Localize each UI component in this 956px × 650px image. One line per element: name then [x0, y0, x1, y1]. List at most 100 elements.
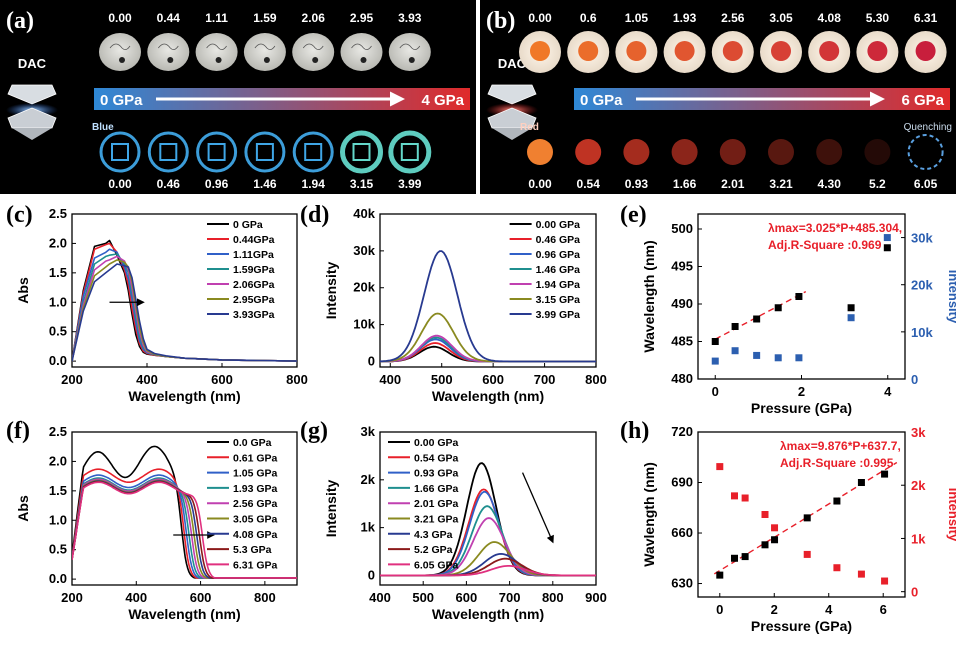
bottom-pressure-value: 5.2 [869, 177, 886, 191]
intensity-point [712, 358, 719, 365]
legend-label: 0.54 GPa [414, 452, 459, 464]
plot-area [712, 234, 891, 365]
intensity-point [833, 564, 840, 571]
wavelength-point [732, 323, 739, 330]
x-tick-label: 0 [712, 384, 719, 399]
series-line [380, 492, 596, 576]
sample-disk [808, 31, 850, 73]
x-axis-label: Wavelength (nm) [128, 388, 240, 404]
emission-glow [816, 139, 842, 165]
plot-area [72, 446, 297, 578]
arrow-start-label: 0 GPa [100, 92, 143, 109]
top-pressure-value: 1.59 [253, 11, 277, 25]
y2-tick-label: 30k [911, 231, 933, 246]
x-tick-label: 2 [771, 602, 778, 617]
top-pressure-value: 1.93 [673, 11, 697, 25]
intensity-point [732, 347, 739, 354]
series-line [380, 554, 596, 576]
sample-particle [409, 57, 415, 63]
chart-1: (d)400 500 600 700 800010k20k30k40kWavelengt… [300, 202, 607, 404]
y2-tick-label: 1k [911, 531, 926, 546]
emission-glow [575, 139, 601, 165]
photo-panel-1: (b) DAC 0.00 0.6 1.05 1.93 2.56 3.05 4.08 5.30 6.3… [480, 0, 956, 194]
sample-disk [712, 31, 754, 73]
legend-label: 0 GPa [233, 219, 263, 231]
arrow-start-label: 0 GPa [580, 92, 623, 109]
y2-tick-label: 20k [911, 278, 933, 293]
wavelength-point [858, 479, 865, 486]
wavelength-point [884, 244, 891, 251]
top-pressure-value: 1.11 [205, 11, 228, 25]
x-axis-label: Pressure (GPa) [751, 618, 852, 634]
y-tick-label: 0.5 [49, 324, 67, 339]
legend-label: 1.05 GPa [233, 468, 278, 480]
sample-particle [216, 57, 222, 63]
x-axis-label: Wavelength (nm) [432, 606, 544, 622]
emission-label: Red [520, 122, 539, 133]
top-pressure-value: 0.00 [528, 11, 552, 25]
legend-label: 3.21 GPa [414, 514, 459, 526]
legend-label: 0.93 GPa [414, 468, 459, 480]
legend-label: 0.61 GPa [233, 452, 278, 464]
x-tick-label: 700 [499, 590, 521, 605]
intensity-point [716, 463, 723, 470]
wavelength-point [731, 555, 738, 562]
y-tick-label: 1.0 [49, 512, 67, 527]
top-pressure-value: 4.08 [818, 11, 842, 25]
wavelength-point [762, 541, 769, 548]
intensity-point [804, 551, 811, 558]
legend-label: 3.15 GPa [536, 294, 581, 306]
top-pressure-value: 2.06 [302, 11, 326, 25]
x-tick-label: 600 [211, 372, 233, 387]
intensity-point [771, 524, 778, 531]
fit-annotation: λmax=9.876*P+637.7, [780, 439, 901, 453]
wavelength-point [753, 316, 760, 323]
y-tick-label: 30k [353, 243, 375, 258]
emission-spot [672, 139, 698, 165]
legend-label: 0.44GPa [233, 234, 275, 246]
y-tick-label: 2k [361, 472, 376, 487]
wavelength-point [795, 293, 802, 300]
series-line [380, 566, 596, 576]
emission-spot [768, 139, 794, 165]
y-tick-label: 630 [671, 576, 693, 591]
intensity-point [858, 571, 865, 578]
dac-label: DAC [18, 56, 47, 71]
bottom-pressure-value: 3.99 [398, 177, 422, 191]
sample-color-spot [867, 41, 887, 61]
y-tick-label: 0 [368, 567, 375, 582]
sample-color-spot [819, 41, 839, 61]
bottom-pressure-value: 1.94 [302, 177, 326, 191]
sample-particle [312, 57, 318, 63]
quenching-label: Quenching [904, 122, 952, 133]
intensity-point [742, 495, 749, 502]
x-tick-label: 600 [456, 590, 478, 605]
emission-label: Blue [92, 122, 114, 133]
y-tick-label: 3k [361, 424, 376, 439]
emission-glow [720, 139, 746, 165]
y-axis-label: Abs [15, 495, 31, 522]
y-tick-label: 10k [353, 317, 375, 332]
sample-color-spot [916, 41, 936, 61]
y2-tick-label: 0 [911, 585, 918, 600]
series-line [380, 339, 596, 361]
fit-annotation: λmax=3.025*P+485.304, [768, 221, 902, 235]
top-pressure-value: 6.31 [914, 11, 938, 25]
chart-4: (g)400 500 600 700 800 90001k2k3kWavelength (… [300, 418, 607, 622]
panel-label: (e) [620, 202, 647, 228]
y-tick-label: 2.0 [49, 453, 67, 468]
x-tick-label: 500 [412, 590, 434, 605]
chart-0: (c) 200 400 600 800 0.0 0.5 1.0 1.5 2.0 2.5 Wavelen… [6, 202, 308, 404]
y-axis-label: Intensity [323, 262, 339, 320]
sample-color-spot [530, 41, 550, 61]
bottom-pressure-value: 1.46 [253, 177, 277, 191]
series-line [72, 446, 297, 578]
emission-spot [816, 139, 842, 165]
y-tick-label: 1.5 [49, 265, 67, 280]
panel-label: (f) [6, 418, 30, 444]
x-tick-label: 400 [125, 590, 147, 605]
sample-disk-body [341, 33, 383, 71]
y-tick-label: 0.5 [49, 542, 67, 557]
intensity-point [884, 234, 891, 241]
